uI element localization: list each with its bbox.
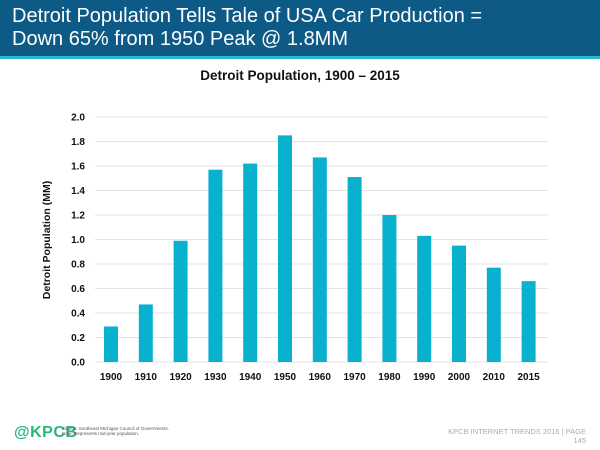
x-tick-label: 1980: [378, 372, 401, 383]
y-tick-label: 2.0: [71, 113, 85, 124]
x-tick-label: 2010: [483, 372, 506, 383]
y-tick-label: 0.0: [71, 358, 85, 369]
y-tick-label: 1.0: [71, 235, 85, 246]
bar-2015: [521, 281, 536, 362]
y-tick-label: 0.2: [71, 333, 85, 344]
y-tick-label: 1.2: [71, 211, 85, 222]
chart-title: Detroit Population, 1900 – 2015: [200, 68, 400, 83]
x-tick-label: 1910: [135, 372, 158, 383]
x-tick-label: 1970: [343, 372, 366, 383]
bar-1940: [243, 163, 258, 362]
x-tick-label: 1960: [309, 372, 332, 383]
bar-1930: [208, 169, 223, 362]
page-number: 145: [573, 436, 586, 445]
y-tick-label: 0.6: [71, 284, 85, 295]
bar-1950: [278, 135, 292, 362]
slide-title-line1: Detroit Population Tells Tale of USA Car…: [12, 5, 483, 27]
y-tick-label: 0.4: [71, 309, 85, 320]
bar-1970: [347, 177, 362, 362]
slide-title-line2: Down 65% from 1950 Peak @ 1.8MM: [12, 28, 349, 50]
bar-1980: [382, 215, 397, 362]
x-tick-label: 1940: [239, 372, 262, 383]
bar-1990: [417, 235, 432, 362]
x-axis-ticks: 1900 1910 1920 1930 1940 1950 1960 1970 1980 1990…: [100, 372, 540, 383]
y-tick-label: 1.8: [71, 137, 85, 148]
bar-2010: [486, 267, 501, 362]
x-tick-label: 1930: [204, 372, 227, 383]
y-tick-label: 0.8: [71, 260, 85, 271]
footer-report-label: KPCB INTERNET TRENDS 2016 | PAGE: [448, 427, 586, 436]
source-line: Source: Southeast Michigan Council of Go…: [62, 426, 170, 431]
bar-1910: [138, 304, 153, 362]
slide-header: Detroit Population Tells Tale of USA Car…: [0, 0, 600, 56]
x-tick-label: 2000: [448, 372, 471, 383]
y-axis-label: Detroit Population (MM): [41, 181, 53, 299]
y-tick-label: 1.6: [71, 162, 85, 173]
bars: [104, 135, 536, 362]
y-tick-label: 1.4: [71, 186, 85, 197]
x-tick-label: 1920: [169, 372, 192, 383]
y-axis-ticks: 0.0 0.2 0.4 0.6 0.8 1.0 1.2 1.4 1.6 1.8 2.0: [71, 113, 85, 369]
x-tick-label: 1990: [413, 372, 436, 383]
bar-2000: [452, 245, 466, 362]
source-note: Source: Southeast Michigan Council of Go…: [62, 426, 169, 436]
bar-1920: [173, 240, 188, 362]
x-tick-label: 1900: [100, 372, 123, 383]
slide-title: Detroit Population Tells Tale of USA Car…: [12, 5, 482, 51]
kpcb-logo: @KPCB: [14, 424, 78, 441]
header-accent-line: [0, 56, 600, 59]
x-tick-label: 2015: [517, 372, 540, 383]
bar-1960: [312, 157, 327, 362]
note-line: Note: Represents mid-year population.: [62, 431, 140, 436]
bar-1900: [104, 326, 118, 362]
page-footer: KPCB INTERNET TRENDS 2016 | PAGE 145: [448, 427, 586, 445]
x-tick-label: 1950: [274, 372, 297, 383]
